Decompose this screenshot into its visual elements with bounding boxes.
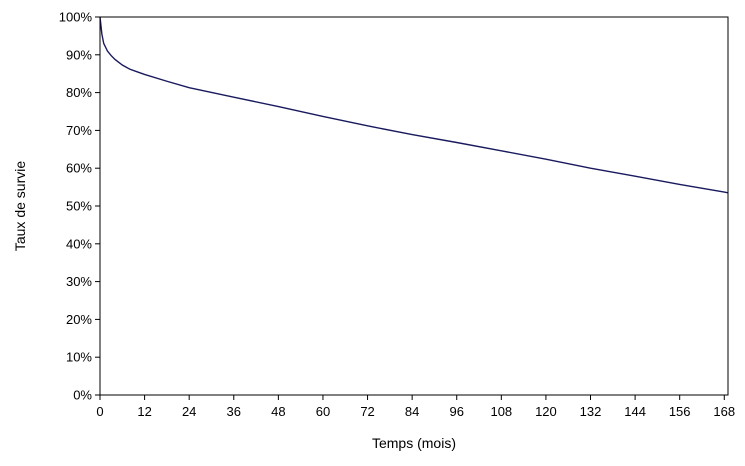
x-tick-label: 108 xyxy=(490,404,512,419)
y-tick-label: 30% xyxy=(66,274,92,289)
x-tick-label: 132 xyxy=(580,404,602,419)
x-tick-label: 84 xyxy=(405,404,419,419)
x-tick-label: 156 xyxy=(669,404,691,419)
plot-frame xyxy=(99,16,729,396)
x-axis-title: Temps (mois) xyxy=(372,435,456,451)
y-tick-label: 10% xyxy=(66,350,92,365)
x-tick-label: 36 xyxy=(227,404,241,419)
x-tick-label: 96 xyxy=(449,404,463,419)
x-tick-label: 0 xyxy=(96,404,103,419)
y-axis-title: Taux de survie xyxy=(12,161,28,251)
y-tick-label: 90% xyxy=(66,47,92,62)
x-tick-label: 120 xyxy=(535,404,557,419)
y-axis-ticks: 0% 10% 20% 30% 40% 50% 60% 70% 80% 90% 100% xyxy=(59,10,100,403)
survival-curve xyxy=(99,16,729,194)
x-axis-ticks: 0 12 24 36 48 60 72 84 96 108 120 132 144 156 168 xyxy=(96,395,735,419)
y-tick-label: 60% xyxy=(66,161,92,176)
x-tick-label: 24 xyxy=(182,404,196,419)
y-tick-label: 80% xyxy=(66,85,92,100)
y-tick-label: 100% xyxy=(59,10,93,25)
y-tick-label: 0% xyxy=(73,388,92,403)
x-tick-label: 12 xyxy=(137,404,151,419)
x-tick-label: 60 xyxy=(316,404,330,419)
x-tick-label: 72 xyxy=(360,404,374,419)
x-tick-label: 48 xyxy=(271,404,285,419)
y-tick-label: 70% xyxy=(66,123,92,138)
y-tick-label: 50% xyxy=(66,199,92,214)
y-tick-label: 40% xyxy=(66,236,92,251)
y-tick-label: 20% xyxy=(66,312,92,327)
x-tick-label: 168 xyxy=(713,404,735,419)
x-tick-label: 144 xyxy=(624,404,646,419)
